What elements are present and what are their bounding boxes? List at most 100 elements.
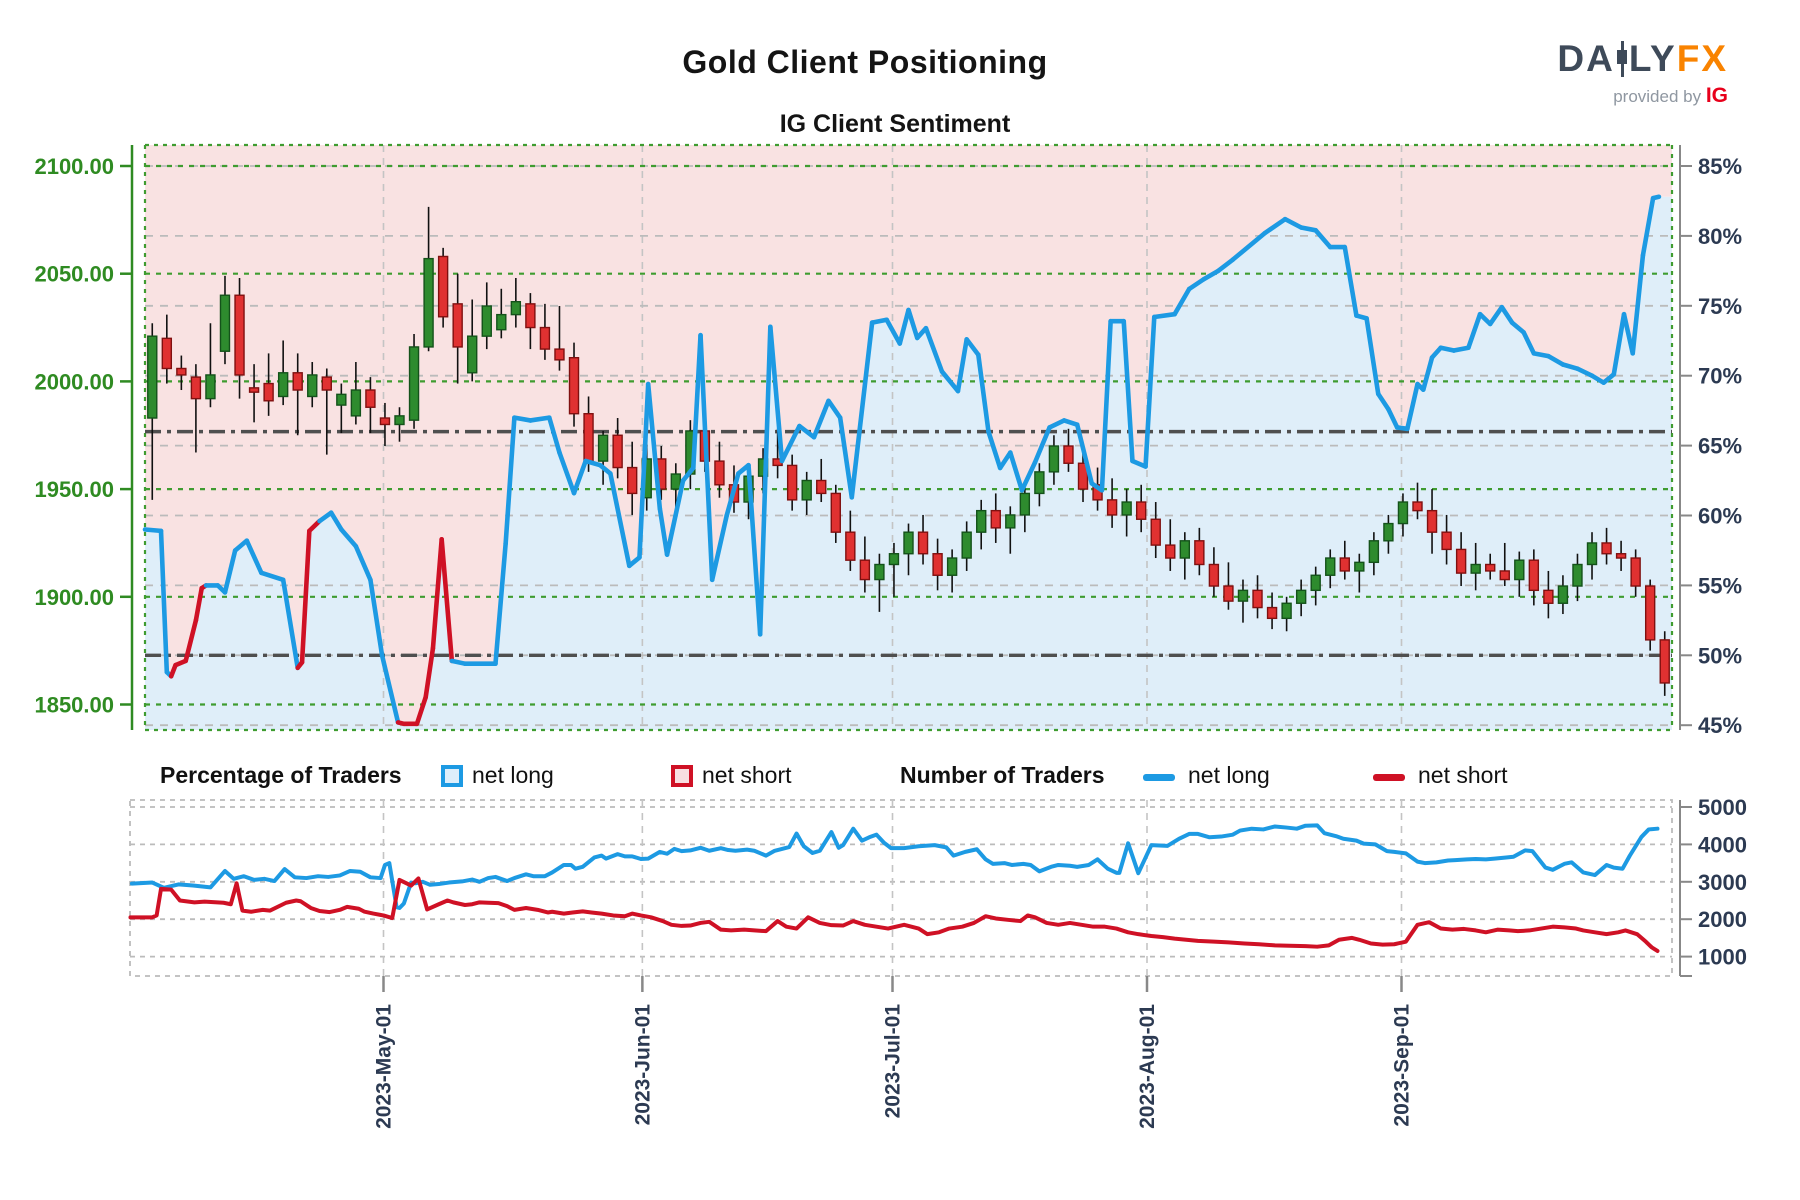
candle-bearish <box>539 326 551 350</box>
dailyfx-wordmark: DA LY FX <box>1557 38 1728 80</box>
candle-bearish <box>583 413 594 464</box>
net-long-percent-line <box>997 450 1013 471</box>
net-long-percent-line <box>222 548 238 595</box>
candle-bullish <box>394 415 405 426</box>
legend-count-net-short-label: net short <box>1418 762 1508 788</box>
candle-bullish <box>1368 540 1380 564</box>
net-long-percent-line <box>528 415 552 423</box>
candle-bearish <box>1194 540 1205 566</box>
net-short-percent-line <box>430 536 444 651</box>
net-short-percent-line <box>439 536 455 664</box>
net-long-percent-line <box>1019 460 1038 493</box>
net-short-count-line <box>128 876 1660 953</box>
net-long-percent-line <box>1282 216 1304 230</box>
candle-bearish <box>1455 548 1467 574</box>
date-label: 2023-Jun-01 <box>631 1004 654 1126</box>
candle-bullish <box>481 305 492 337</box>
candle-bearish <box>786 464 798 501</box>
net-long-percent-line <box>1172 286 1192 317</box>
candle-bullish <box>976 509 987 533</box>
candle-bearish <box>568 357 580 415</box>
candle-bearish <box>714 460 725 486</box>
candle-bearish <box>1252 589 1263 609</box>
count-axis-label: 5000 <box>1698 795 1747 820</box>
net-long-percent-line <box>1262 216 1288 236</box>
candle-bullish <box>1325 557 1336 576</box>
candle-bullish <box>961 531 972 559</box>
net-long-percent-line <box>664 478 686 557</box>
net-long-percent-line <box>546 415 562 455</box>
candle-bearish <box>1150 518 1161 546</box>
net-long-percent-line <box>1121 318 1135 464</box>
percent-axis-label: 50% <box>1698 643 1742 668</box>
logo-tagline: provided by IG <box>1613 84 1728 107</box>
net-short-percent-line <box>307 518 322 534</box>
net-long-percent-line <box>939 369 961 394</box>
candle-bullish <box>1019 492 1031 516</box>
candle-bullish <box>903 531 914 555</box>
candle-bearish <box>292 372 303 391</box>
net-long-percent-line <box>1386 406 1400 430</box>
net-long-percent-line <box>142 527 164 534</box>
percent-axis-label: 70% <box>1698 364 1742 389</box>
percent-axis-label: 75% <box>1698 294 1742 319</box>
legend-pct-net-short-swatch <box>671 765 693 787</box>
candle-bearish <box>1441 531 1452 551</box>
net-long-percent-line <box>680 465 696 483</box>
net-long-percent-line <box>1342 244 1359 318</box>
candle-bearish <box>554 348 565 361</box>
candle-bullish <box>1048 445 1060 473</box>
candle-bullish <box>277 372 289 398</box>
net-long-percent-line <box>1531 351 1551 359</box>
net-long-percent-line <box>1032 425 1052 465</box>
net-long-percent-line <box>339 527 359 549</box>
candle-bearish <box>1412 501 1423 512</box>
ig-logo: IG <box>1705 84 1728 107</box>
candle-bullish <box>307 374 318 398</box>
candle-bearish <box>859 559 871 581</box>
net-long-percent-line <box>869 317 889 325</box>
net-short-percent-line <box>423 646 436 700</box>
net-long-percent-line <box>811 398 831 440</box>
candle-bearish <box>1266 606 1278 620</box>
count-axis-label: 2000 <box>1698 907 1747 932</box>
net-long-percent-line <box>557 450 577 496</box>
candle-bullish <box>496 313 507 331</box>
candle-bearish <box>234 294 245 376</box>
net-long-percent-line <box>353 543 373 583</box>
net-long-percent-line <box>1230 230 1268 262</box>
net-long-percent-line <box>1364 316 1381 397</box>
sentiment-line <box>142 194 1662 727</box>
net-long-percent-line <box>709 513 730 583</box>
net-long-percent-line <box>923 325 945 374</box>
candle-bearish <box>1063 445 1074 464</box>
net-long-percent-line <box>698 332 715 583</box>
net-long-percent-line <box>1047 418 1067 430</box>
candle-bearish <box>190 376 202 400</box>
dailyfx-logo: DA LY FX provided by IG <box>1557 38 1728 108</box>
net-long-percent-line <box>503 415 517 546</box>
candle-bullish <box>1470 563 1481 574</box>
candle-bullish <box>1514 559 1525 581</box>
net-long-percent-line <box>368 577 385 658</box>
candle-bullish <box>1383 522 1394 542</box>
candle-bearish <box>1165 544 1176 559</box>
price-axis-label: 1950.00 <box>34 477 114 502</box>
candle-bullish <box>350 389 362 417</box>
net-long-percent-line <box>837 415 855 500</box>
net-long-percent-line <box>1477 311 1493 327</box>
net-long-percent-line <box>964 337 981 358</box>
candle-bullish <box>1005 514 1016 529</box>
net-long-percent-line <box>158 528 170 675</box>
candle-bullish <box>1295 589 1307 604</box>
net-long-percent-line <box>1143 314 1157 469</box>
net-long-percent-line <box>986 429 1003 471</box>
net-long-percent-line <box>1509 320 1526 335</box>
legend-count-net-long-swatch <box>1143 774 1175 781</box>
net-long-percent-line <box>1487 304 1505 327</box>
net-long-percent-line <box>493 541 508 666</box>
net-long-percent-line <box>797 423 817 440</box>
net-long-percent-line <box>1151 311 1177 320</box>
net-long-percent-line <box>768 324 785 464</box>
